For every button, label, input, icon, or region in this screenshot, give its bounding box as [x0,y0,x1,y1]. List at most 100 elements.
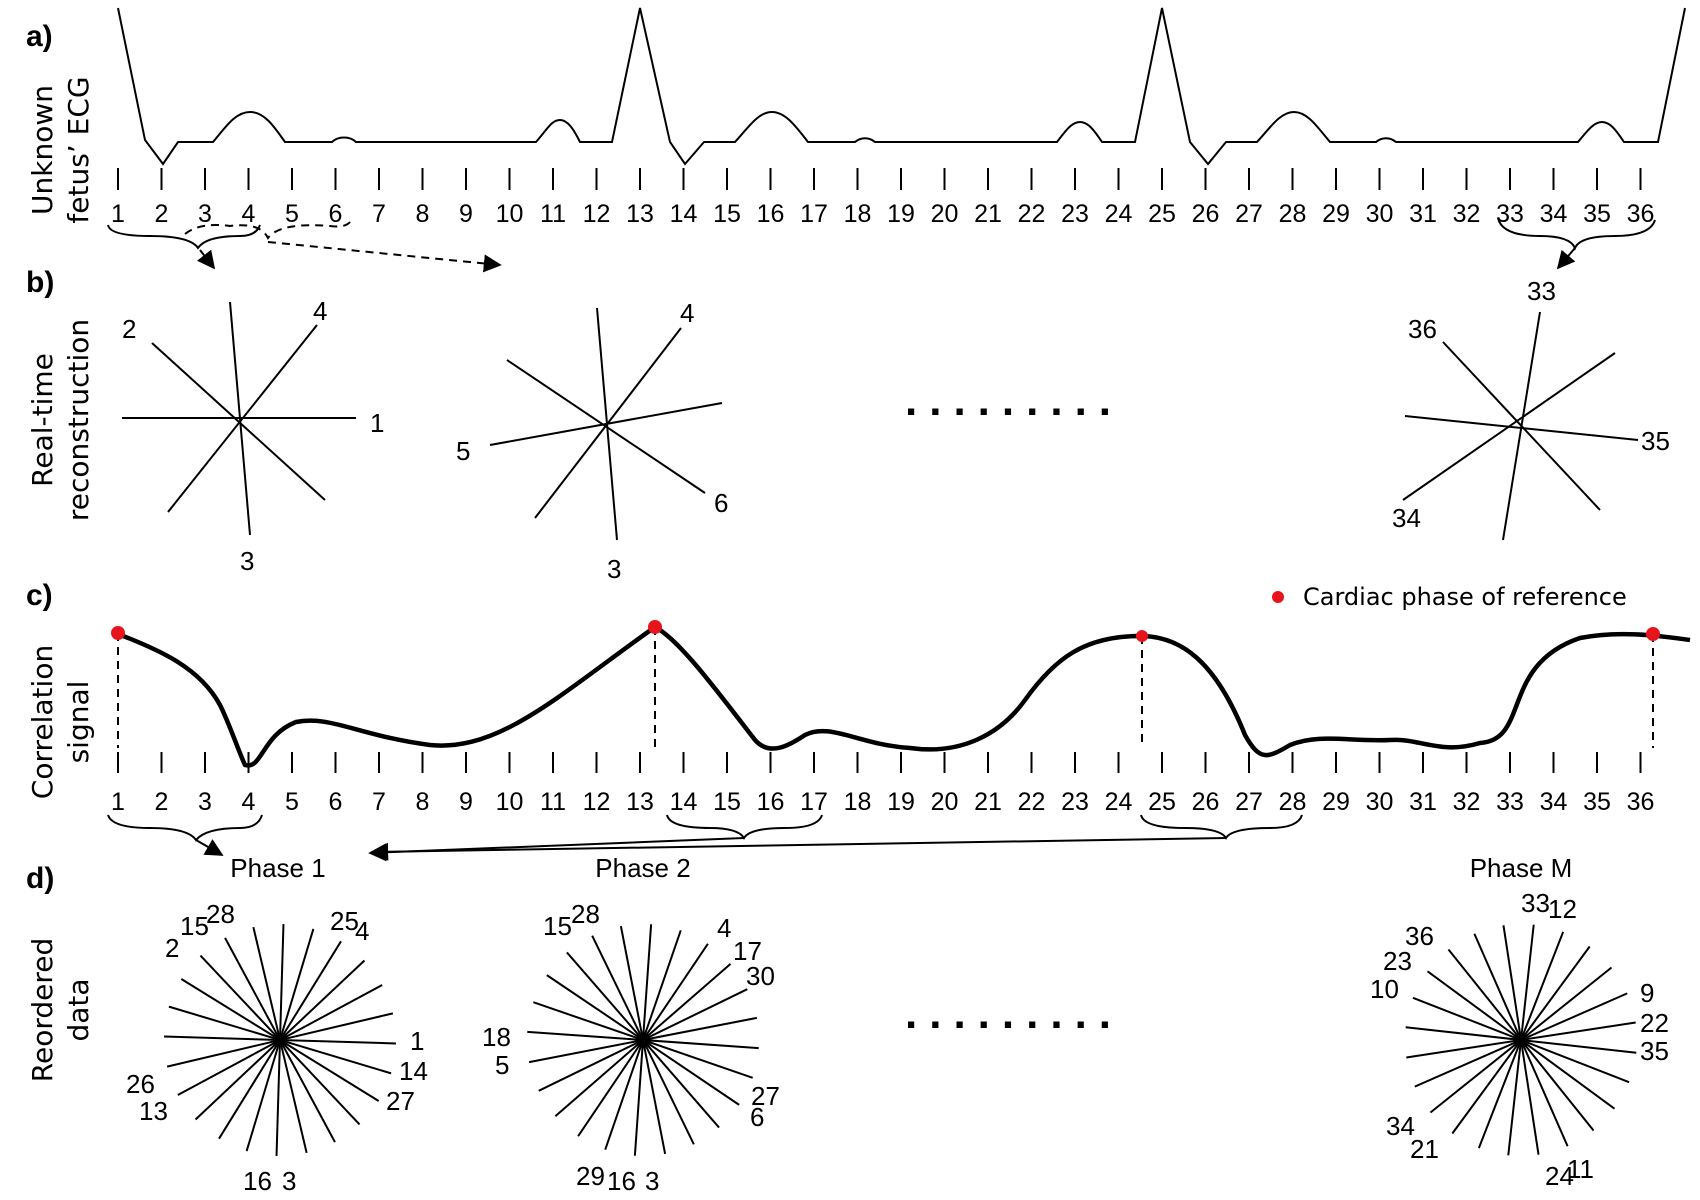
ecg-frame-number: 17 [800,200,828,228]
spoke-label: 10 [1370,974,1399,1004]
spoke-label: 16 [243,1166,272,1196]
spoke [534,327,682,519]
side-label-line: data [62,978,95,1041]
spoke-label: 1 [370,408,384,438]
ecg-frame-number: 13 [626,200,654,228]
spoke-label: 6 [750,1102,764,1132]
correlation-frame-number: 22 [1018,788,1046,816]
correlation-frame-ticks [117,752,1642,773]
reordered-phase-2 [527,924,759,1156]
correlation-frame-number: 5 [285,788,299,816]
spoke-label: 36 [1408,314,1437,344]
realtime-reconstruction-2: 4 5 6 3 [456,298,728,584]
spoke-label: 9 [1640,978,1654,1008]
correlation-frame-number: 12 [583,788,611,816]
reordered-phase-1 [164,924,396,1156]
spoke-label: 24 [1545,1161,1574,1191]
ecg-frame-number: 36 [1627,200,1655,228]
spoke [151,342,326,501]
legend-label: Cardiac phase of reference [1303,583,1627,611]
ecg-frame-number: 1 [111,200,125,228]
ecg-frame-number: 31 [1409,200,1437,228]
spoke-label: 35 [1640,1036,1669,1066]
ecg-frame-number: 3 [198,200,212,228]
arrow-to-phase-1 [370,837,1227,861]
ecg-frame-number: 7 [372,200,386,228]
ecg-frame-number: 12 [583,200,611,228]
spoke-label: 33 [1521,888,1550,918]
side-label-line: Reordered [26,938,59,1082]
ecg-frame-number: 21 [974,200,1002,228]
correlation-frame-number: 6 [329,788,343,816]
correlation-frame-number: 27 [1235,788,1263,816]
ecg-frame-number: 9 [459,200,473,228]
realtime-reconstruction-3: 33 36 35 34 [1392,276,1670,541]
spoke [1406,1021,1636,1059]
correlation-frame-number: 30 [1366,788,1394,816]
ecg-frame-number: 18 [844,200,872,228]
spoke-label: 34 [1392,503,1421,533]
correlation-frame-number: 14 [670,788,698,816]
ecg-frame-number: 2 [155,200,169,228]
correlation-frame-number: 36 [1627,788,1655,816]
ecg-waveform [117,7,1686,166]
side-label-line: Correlation [26,645,59,799]
ecg-frame-number: 5 [285,200,299,228]
side-label-line: fetus’ ECG [62,76,95,223]
ecg-frame-number: 34 [1540,200,1568,228]
ecg-frame-number: 29 [1322,200,1350,228]
spoke-label: 22 [1640,1008,1669,1038]
correlation-frame-number: 17 [800,788,828,816]
spoke-label: 36 [1405,921,1434,951]
spoke-label: 4 [680,298,694,328]
ecg-frame-number: 23 [1061,200,1089,228]
spoke [528,1016,758,1064]
spoke-label: 1 [410,1026,424,1056]
spoke-label: 6 [714,488,728,518]
brace-frames-25-28 [1140,814,1303,840]
ecg-frame-number: 22 [1018,200,1046,228]
spoke [166,1012,394,1068]
correlation-frame-number: 25 [1148,788,1176,816]
spoke-label: 4 [717,913,731,943]
correlation-frame-number: 2 [155,788,169,816]
brace-frames-14-17 [666,814,823,840]
spoke [167,324,318,513]
ecg-frame-number: 10 [496,200,524,228]
ecg-frame-number: 24 [1105,200,1133,228]
realtime-reconstruction-1: 2 4 1 3 [122,296,384,576]
spoke-label: 5 [495,1050,509,1080]
spoke-label: 16 [607,1166,636,1196]
spoke [1404,415,1639,441]
ellipsis-d: ......... [905,989,1123,1038]
spoke-label: 13 [139,1096,168,1126]
panel-c-letter: c) [26,579,53,612]
spoke-label: 28 [571,899,600,929]
ecg-frame-number: 28 [1279,200,1307,228]
correlation-frame-number: 1 [111,788,125,816]
spoke-label: 5 [456,436,470,466]
correlation-frame-number: 13 [626,788,654,816]
spoke-label: 14 [399,1056,428,1086]
spoke-label: 27 [386,1086,415,1116]
correlation-frame-numbers: 1 2 3 4 5 6 7 8 9 10 11 12 13 14 15 16 17 18 19 20 21 22 23 24 2… [111,788,1654,816]
reordered-phase-m-labels: 33 12 36 23 10 9 22 35 34 21 24 11 [1370,888,1669,1191]
arrow-to-recon-3 [1556,247,1576,270]
panel-a-letter: a) [26,20,53,53]
spoke-label: 12 [1548,894,1577,924]
spoke-label: 28 [206,899,235,929]
ecg-frame-number: 26 [1192,200,1220,228]
reference-marker [1646,627,1660,641]
correlation-frame-number: 8 [416,788,430,816]
reordered-phase-1-labels: 28 15 2 25 4 1 14 27 26 13 16 3 [126,899,428,1196]
ecg-frame-number: 16 [757,200,785,228]
ecg-frame-number: 25 [1148,200,1176,228]
spoke-label: 35 [1641,426,1670,456]
reference-marker [1136,630,1148,642]
ecg-frame-number: 4 [242,200,256,228]
spoke [1402,352,1616,501]
side-label-line: Unknown [26,85,59,215]
correlation-frame-number: 24 [1105,788,1133,816]
side-label-line: signal [62,681,95,764]
correlation-frame-number: 3 [198,788,212,816]
